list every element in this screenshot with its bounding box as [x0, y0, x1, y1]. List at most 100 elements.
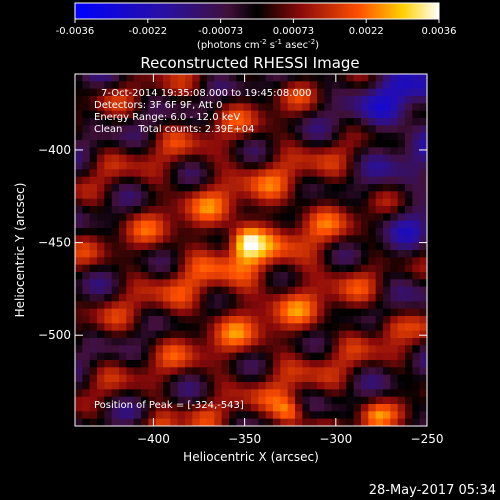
heatmap-cell — [390, 81, 399, 90]
heatmap-cell — [89, 404, 98, 412]
heatmap-cell — [287, 96, 296, 104]
heatmap-cell — [97, 169, 105, 178]
heatmap-cell — [199, 323, 208, 332]
heatmap-cell — [155, 132, 164, 141]
heatmap-cell — [155, 220, 164, 229]
heatmap-cell — [243, 294, 252, 302]
heatmap-cell — [148, 272, 157, 280]
heatmap-cell — [405, 367, 413, 376]
heatmap-cell — [295, 250, 303, 258]
heatmap-cell — [97, 286, 105, 295]
heatmap-cell — [82, 418, 91, 426]
heatmap-cell — [273, 206, 281, 214]
heatmap-cell — [185, 367, 193, 376]
heatmap-cell — [258, 301, 267, 310]
heatmap-cell — [75, 367, 83, 376]
heatmap-cell — [339, 235, 347, 244]
heatmap-cell — [295, 118, 303, 126]
heatmap-cell — [185, 96, 193, 104]
heatmap-cell — [419, 228, 427, 236]
heatmap-cell — [265, 220, 274, 229]
heatmap-cell — [243, 162, 252, 170]
heatmap-cell — [412, 220, 421, 229]
heatmap-cell — [251, 88, 259, 97]
heatmap-cell — [331, 110, 340, 119]
heatmap-cell — [419, 316, 427, 324]
heatmap-cell — [324, 191, 333, 200]
heatmap-cell — [273, 220, 281, 229]
heatmap-cell — [324, 132, 333, 141]
heatmap-cell — [331, 242, 340, 251]
heatmap-cell — [353, 154, 362, 163]
heatmap-cell — [309, 103, 318, 112]
heatmap-cell — [75, 418, 83, 426]
heatmap-cell — [104, 184, 113, 192]
heatmap-cell — [89, 154, 98, 163]
heatmap-cell — [397, 88, 406, 97]
heatmap-cell — [243, 184, 252, 192]
heatmap-cell — [324, 272, 333, 280]
heatmap-cell — [317, 213, 325, 222]
heatmap-cell — [192, 88, 201, 97]
heatmap-cell — [236, 330, 245, 339]
heatmap-cell — [368, 345, 377, 354]
heatmap-cell — [331, 382, 340, 390]
heatmap-cell — [111, 118, 120, 126]
heatmap-cell — [126, 345, 135, 354]
heatmap-cell — [280, 88, 289, 97]
heatmap-cell — [141, 103, 149, 112]
heatmap-cell — [412, 316, 421, 324]
heatmap-cell — [192, 411, 201, 420]
heatmap-cell — [170, 250, 179, 258]
heatmap-cell — [207, 154, 215, 163]
heatmap-cell — [207, 169, 215, 178]
heatmap-cell — [265, 184, 274, 192]
heatmap-cell — [309, 272, 318, 280]
heatmap-cell — [170, 396, 179, 405]
heatmap-cell — [199, 264, 208, 273]
heatmap-cell — [148, 191, 157, 200]
heatmap-cell — [221, 257, 230, 266]
heatmap-cell — [82, 374, 91, 383]
heatmap-cell — [331, 191, 340, 200]
heatmap-cell — [75, 169, 83, 178]
heatmap-cell — [243, 272, 252, 280]
heatmap-cell — [221, 286, 230, 295]
heatmap-cell — [302, 242, 311, 251]
heatmap-cell — [199, 374, 208, 383]
heatmap-cell — [317, 250, 325, 258]
heatmap-cell — [111, 382, 120, 390]
heatmap-cell — [177, 125, 186, 134]
heatmap-cell — [185, 176, 193, 185]
heatmap-cell — [302, 96, 311, 104]
heatmap-cell — [419, 213, 427, 222]
colorbar-ticks: -0.0036 -0.0022 -0.00073 0.00073 0.0022 0.003… — [56, 19, 457, 37]
heatmap-cell — [89, 330, 98, 339]
heatmap-cell — [346, 228, 355, 236]
heatmap-cell — [82, 184, 91, 192]
heatmap-cell — [346, 308, 355, 317]
heatmap-cell — [383, 257, 391, 266]
heatmap-cell — [317, 330, 325, 339]
heatmap-cell — [185, 81, 193, 90]
heatmap-cell — [412, 360, 421, 368]
heatmap-cell — [82, 96, 91, 104]
heatmap-cell — [317, 147, 325, 156]
heatmap-cell — [397, 213, 406, 222]
heatmap-cell — [309, 323, 318, 332]
heatmap-cell — [295, 367, 303, 376]
heatmap-cell — [265, 147, 274, 156]
heatmap-cell — [155, 103, 164, 112]
heatmap-cell — [236, 132, 245, 141]
heatmap-cell — [405, 316, 413, 324]
annotation-counts: Clean Total counts: 2.39E+04 — [94, 124, 254, 135]
heatmap-cell — [295, 140, 303, 148]
heatmap-cell — [111, 301, 120, 310]
heatmap-cell — [339, 242, 347, 251]
heatmap-cell — [111, 374, 120, 383]
heatmap-cell — [368, 316, 377, 324]
heatmap-cell — [368, 235, 377, 244]
heatmap-cell — [141, 272, 149, 280]
heatmap-cell — [185, 352, 193, 361]
heatmap-cell — [405, 257, 413, 266]
